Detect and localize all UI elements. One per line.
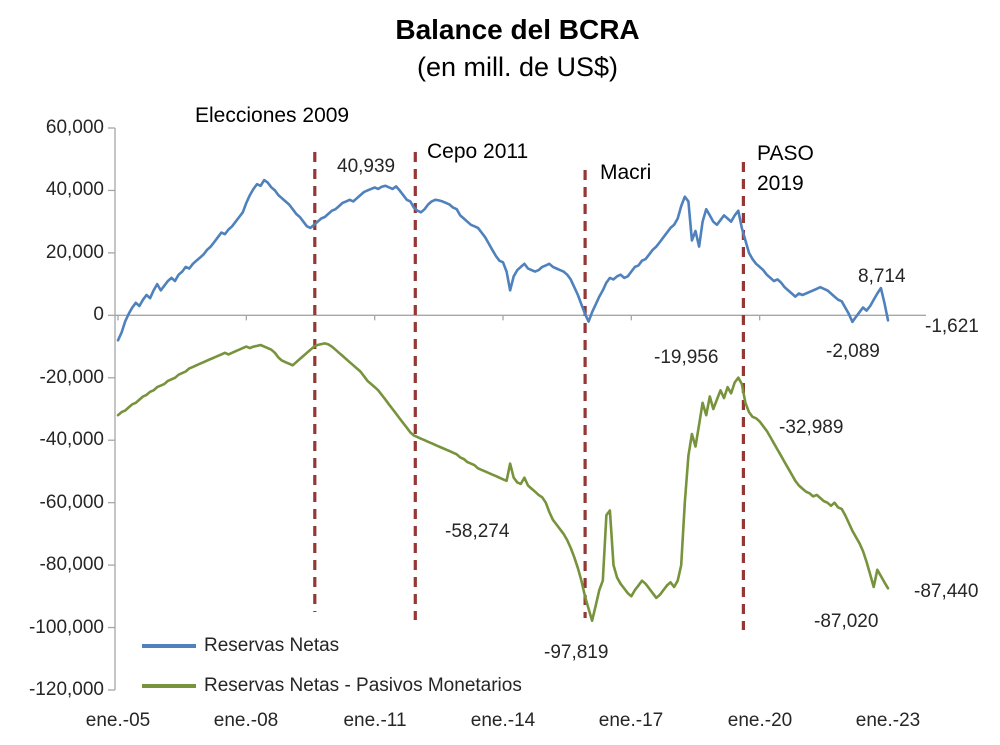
legend-swatch-blue: [142, 644, 196, 648]
legend-label: Reservas Netas: [204, 635, 340, 656]
annotation--19956: -19,956: [654, 347, 719, 368]
chart-title: Balance del BCRA: [395, 14, 640, 45]
series-line-0: [116, 178, 890, 342]
y-tick-label: -20,000: [39, 367, 104, 388]
annotation-8714: 8,714: [858, 266, 906, 287]
y-tick-label: -100,000: [28, 617, 104, 638]
annotation--58274: -58,274: [445, 521, 510, 542]
x-tick-label: ene.-20: [727, 710, 793, 731]
annotation--87020: -87,020: [814, 611, 879, 632]
annotation--2089: -2,089: [826, 341, 880, 362]
annotation--87440: -87,440: [914, 581, 979, 602]
legend-item-reservas-netas-pasivos: Reservas Netas - Pasivos Monetarios: [142, 674, 522, 698]
y-tick-label: 0: [93, 304, 104, 325]
y-tick-label: 60,000: [45, 117, 104, 138]
y-tick-label: 20,000: [45, 242, 104, 263]
event-label-macri: Macri: [600, 161, 652, 184]
annotation--32989: -32,989: [779, 417, 844, 438]
x-tick-label: ene.-05: [85, 710, 151, 731]
y-tick-label: -60,000: [39, 492, 104, 513]
event-label-elecciones-2009: Elecciones 2009: [195, 104, 350, 127]
legend-label: Reservas Netas - Pasivos Monetarios: [204, 675, 522, 696]
event-label-cepo-2011: Cepo 2011: [427, 140, 529, 163]
event-label-paso-2019: PASO 2019: [757, 142, 814, 195]
y-tick-label: 40,000: [45, 179, 104, 200]
y-tick-label: -120,000: [28, 679, 104, 700]
x-tick-label: ene.-11: [343, 710, 407, 731]
chart-subtitle: (en mill. de US$): [416, 52, 619, 82]
x-tick-label: ene.-17: [598, 710, 664, 731]
y-tick-label: -80,000: [39, 554, 104, 575]
x-tick-label: ene.-08: [213, 710, 279, 731]
annotation--97819: -97,819: [544, 642, 609, 663]
series-line-1: [116, 342, 890, 623]
x-tick-label: ene.-23: [855, 710, 921, 731]
legend-item-reservas-netas: Reservas Netas: [142, 634, 339, 658]
legend-swatch-green: [142, 684, 196, 688]
y-tick-label: -40,000: [39, 429, 104, 450]
annotation--1621: -1,621: [925, 316, 979, 337]
x-tick-label: ene.-14: [470, 710, 536, 731]
annotation-40939: 40,939: [337, 156, 396, 177]
